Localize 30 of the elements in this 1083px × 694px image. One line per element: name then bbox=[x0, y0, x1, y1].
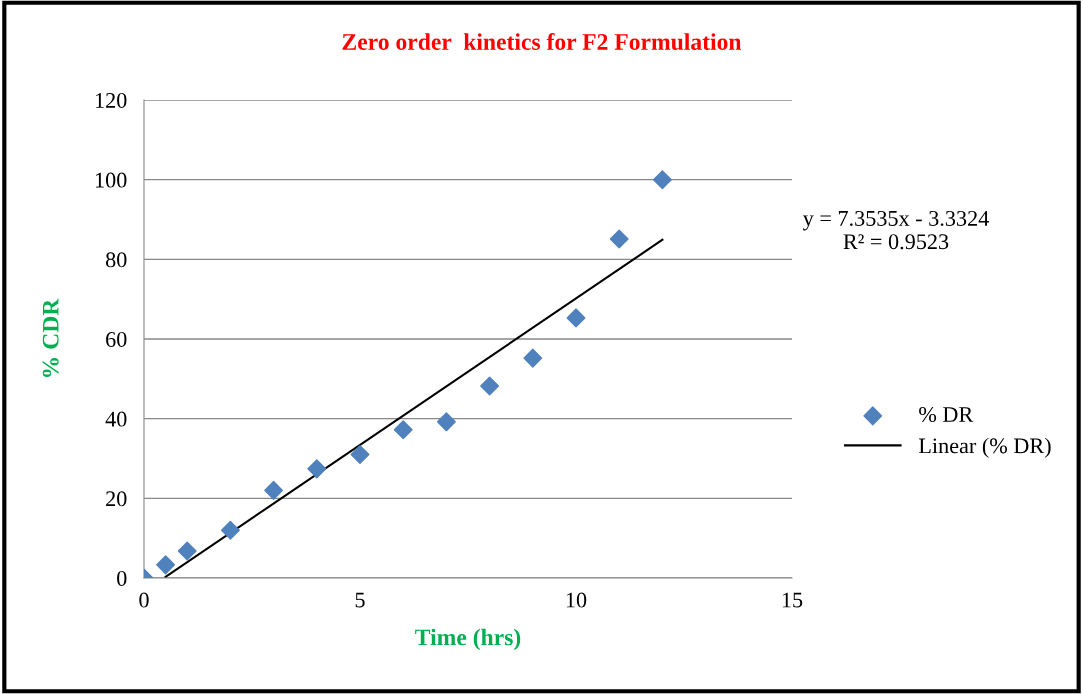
point bbox=[156, 555, 176, 575]
y-tick-label: 80 bbox=[105, 252, 127, 268]
point bbox=[566, 308, 586, 328]
y-tick-label: 0 bbox=[117, 570, 127, 586]
legend-label: Linear (% DR) bbox=[918, 437, 1051, 458]
point bbox=[436, 412, 456, 432]
x-axis-title: Time (hrs) bbox=[415, 628, 521, 651]
y-tick-label: 100 bbox=[95, 172, 127, 188]
point bbox=[264, 480, 284, 500]
y-tick-label: 60 bbox=[106, 331, 127, 347]
y-tick-label: 40 bbox=[105, 411, 127, 427]
y-axis-title: % CDR bbox=[42, 298, 59, 377]
x-tick-label: 10 bbox=[566, 592, 587, 608]
point bbox=[350, 445, 370, 464]
point bbox=[652, 170, 672, 190]
legend-label: % DR bbox=[919, 406, 974, 422]
point bbox=[523, 348, 543, 368]
y-tick-label: 120 bbox=[95, 92, 127, 108]
point bbox=[220, 520, 240, 540]
text: y = 7.3535x - 3.3324 R² = 0.9523 bbox=[802, 210, 989, 250]
y-tick-label: 20 bbox=[106, 491, 127, 507]
chart-title: Zero order kinetics for F2 Formulation bbox=[342, 33, 742, 50]
x-tick-label: 15 bbox=[782, 592, 803, 608]
point bbox=[480, 376, 500, 396]
x-tick-label: 5 bbox=[355, 592, 365, 608]
point bbox=[177, 541, 197, 561]
point bbox=[393, 420, 413, 440]
point bbox=[609, 229, 629, 249]
x-tick-label: 0 bbox=[139, 592, 149, 608]
point bbox=[307, 459, 327, 479]
